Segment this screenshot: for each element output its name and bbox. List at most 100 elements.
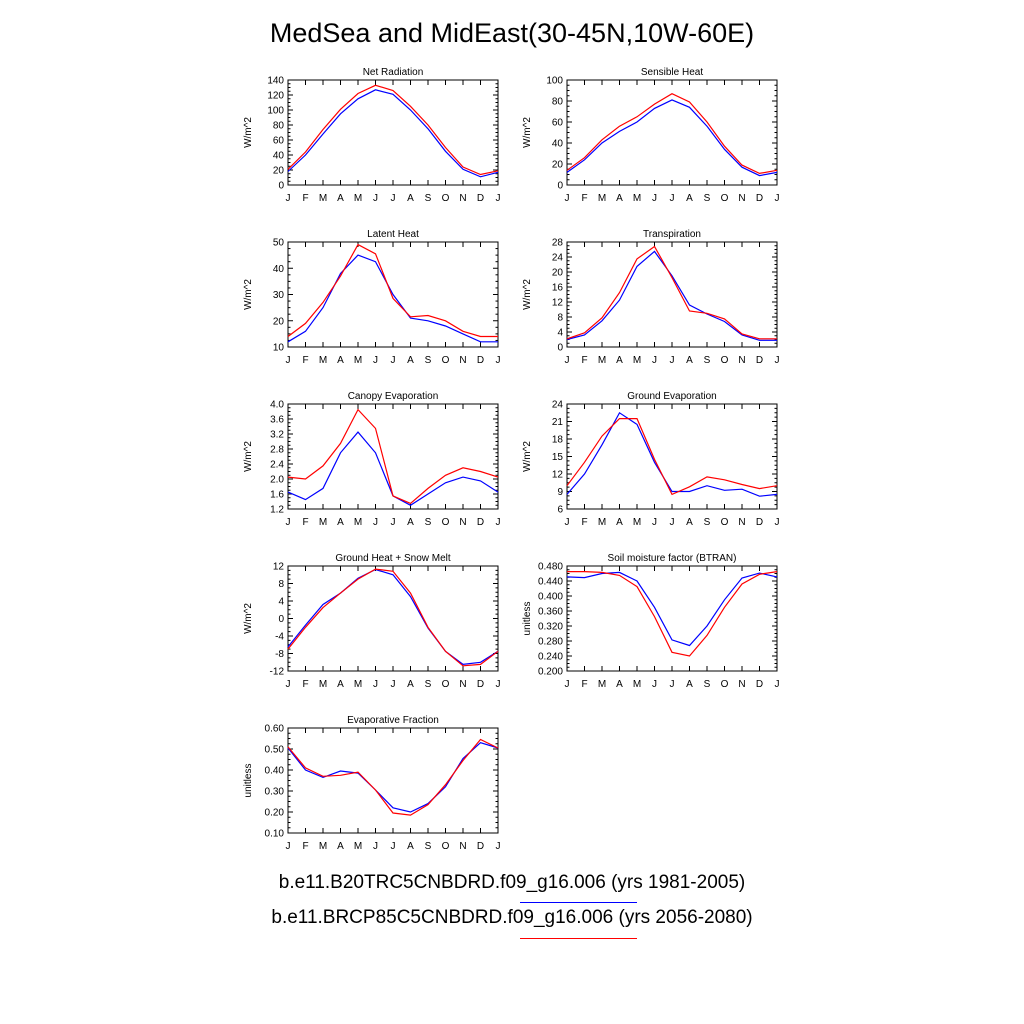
y-axis-label: W/m^2 bbox=[243, 441, 254, 472]
x-tick-label: A bbox=[407, 193, 414, 204]
y-tick-label: 21 bbox=[552, 417, 564, 428]
y-tick-label: 2.8 bbox=[270, 445, 284, 456]
x-tick-label: A bbox=[686, 517, 693, 528]
x-tick-label: J bbox=[391, 355, 396, 366]
series-line-1 bbox=[566, 99, 778, 177]
y-tick-label: 0.280 bbox=[538, 637, 563, 648]
x-tick-label: A bbox=[337, 841, 344, 852]
y-axis-label: unitless bbox=[243, 764, 254, 798]
x-tick-label: M bbox=[633, 517, 641, 528]
x-tick-label: A bbox=[407, 517, 414, 528]
y-tick-label: 0 bbox=[557, 343, 563, 354]
y-tick-label: 4.0 bbox=[270, 400, 284, 411]
x-tick-label: M bbox=[319, 841, 327, 852]
x-tick-label: J bbox=[496, 193, 501, 204]
y-tick-label: 20 bbox=[273, 166, 285, 177]
y-tick-label: 3.2 bbox=[270, 430, 284, 441]
x-tick-label: J bbox=[373, 517, 378, 528]
y-tick-label: 0.400 bbox=[538, 592, 563, 603]
x-tick-label: M bbox=[633, 193, 641, 204]
x-tick-label: S bbox=[425, 355, 432, 366]
chart-title: Evaporative Fraction bbox=[347, 715, 439, 726]
chart-panel-7: Ground Heat + Snow Melt W/m^2 -12 -8 -4 0 4 8 12… bbox=[243, 553, 501, 690]
y-tick-label: 3.6 bbox=[270, 415, 284, 426]
page-title: MedSea and MidEast(30-45N,10W-60E) bbox=[269, 18, 755, 48]
x-tick-label: J bbox=[391, 841, 396, 852]
y-tick-label: 16 bbox=[552, 283, 564, 294]
x-tick-label: J bbox=[565, 679, 570, 690]
x-tick-label: S bbox=[425, 193, 432, 204]
y-tick-label: 0.480 bbox=[538, 562, 563, 573]
x-tick-label: A bbox=[337, 355, 344, 366]
x-tick-label: M bbox=[598, 355, 606, 366]
x-tick-label: J bbox=[373, 679, 378, 690]
y-tick-label: 12 bbox=[273, 562, 285, 573]
x-tick-label: S bbox=[704, 679, 711, 690]
x-tick-label: J bbox=[496, 517, 501, 528]
x-tick-label: D bbox=[477, 841, 484, 852]
y-tick-label: 0.50 bbox=[265, 745, 285, 756]
x-tick-label: O bbox=[721, 517, 729, 528]
series-line-2 bbox=[287, 243, 498, 338]
y-tick-label: 12 bbox=[552, 298, 564, 309]
x-tick-label: F bbox=[302, 193, 308, 204]
x-tick-label: N bbox=[738, 193, 745, 204]
chart-title: Soil moisture factor (BTRAN) bbox=[608, 553, 737, 564]
y-tick-label: 0.60 bbox=[265, 724, 285, 735]
plot-frame bbox=[287, 565, 499, 672]
legend-swatch-2 bbox=[520, 938, 637, 939]
x-tick-label: F bbox=[302, 355, 308, 366]
x-tick-label: A bbox=[337, 193, 344, 204]
y-tick-label: 0.10 bbox=[265, 829, 285, 840]
x-tick-label: J bbox=[775, 679, 780, 690]
plot-frame bbox=[566, 241, 778, 348]
y-tick-label: 24 bbox=[552, 400, 564, 411]
y-axis-label: unitless bbox=[522, 602, 533, 636]
series-line-2 bbox=[566, 93, 778, 175]
x-tick-label: M bbox=[354, 193, 362, 204]
y-tick-label: -12 bbox=[270, 667, 285, 678]
x-tick-label: J bbox=[670, 355, 675, 366]
x-tick-label: N bbox=[738, 355, 745, 366]
x-tick-label: F bbox=[302, 517, 308, 528]
x-tick-label: J bbox=[775, 193, 780, 204]
y-tick-label: 18 bbox=[552, 435, 564, 446]
x-tick-label: J bbox=[565, 355, 570, 366]
y-axis-label: W/m^2 bbox=[243, 603, 254, 634]
y-tick-label: 6 bbox=[557, 505, 563, 516]
series-line-1 bbox=[566, 250, 777, 341]
x-tick-label: J bbox=[373, 355, 378, 366]
x-tick-label: F bbox=[302, 841, 308, 852]
legend-entry-2: b.e11.BRCP85C5CNBDRD.f09_g16.006 (yrs 20… bbox=[271, 907, 753, 928]
x-tick-label: M bbox=[319, 355, 327, 366]
x-tick-label: J bbox=[391, 517, 396, 528]
series-line-2 bbox=[287, 568, 499, 667]
x-tick-label: A bbox=[616, 517, 623, 528]
y-tick-label: 2.4 bbox=[270, 460, 284, 471]
x-tick-label: D bbox=[756, 517, 763, 528]
chart-title: Ground Evaporation bbox=[627, 391, 717, 402]
x-tick-label: J bbox=[775, 517, 780, 528]
y-tick-label: 0.320 bbox=[538, 622, 563, 633]
chart-title: Net Radiation bbox=[363, 67, 424, 78]
plot-frame bbox=[287, 727, 499, 834]
x-tick-label: D bbox=[756, 355, 763, 366]
x-tick-label: J bbox=[496, 679, 501, 690]
y-tick-label: 4 bbox=[557, 328, 563, 339]
y-tick-label: 12 bbox=[552, 470, 564, 481]
x-tick-label: M bbox=[598, 679, 606, 690]
chart-panel-8: Soil moisture factor (BTRAN) unitless 0.20… bbox=[522, 553, 780, 690]
x-tick-label: J bbox=[670, 679, 675, 690]
chart-title: Transpiration bbox=[643, 229, 701, 240]
x-tick-label: J bbox=[286, 355, 291, 366]
x-tick-label: J bbox=[670, 517, 675, 528]
x-tick-label: O bbox=[721, 193, 729, 204]
x-tick-label: J bbox=[565, 193, 570, 204]
x-tick-label: A bbox=[686, 355, 693, 366]
y-tick-label: 0.240 bbox=[538, 652, 563, 663]
x-tick-label: M bbox=[319, 517, 327, 528]
x-tick-label: M bbox=[598, 517, 606, 528]
x-tick-label: J bbox=[286, 841, 291, 852]
